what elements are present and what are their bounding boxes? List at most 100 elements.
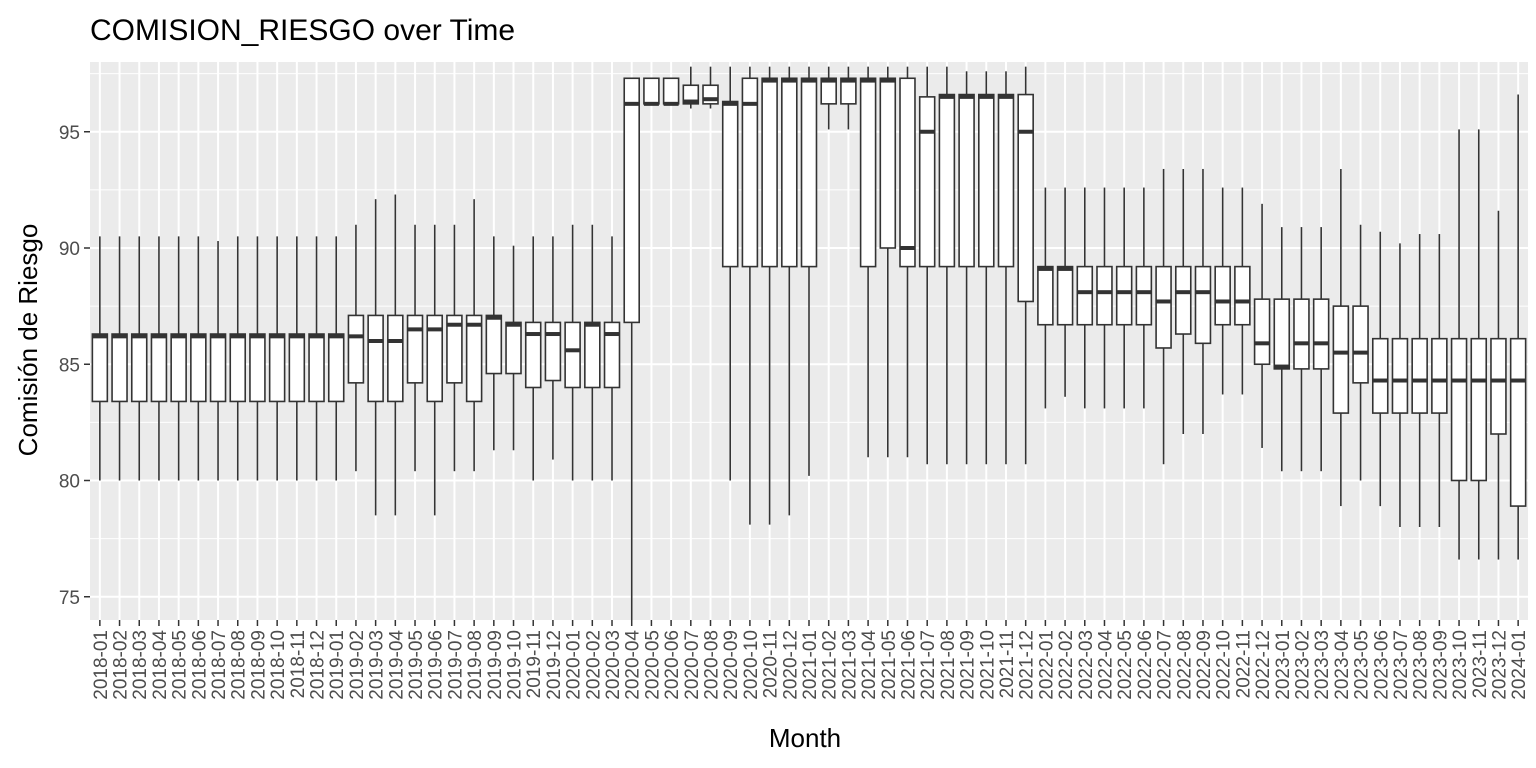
box-iqr xyxy=(958,93,975,268)
box-2021-06 xyxy=(899,66,916,458)
box-iqr xyxy=(1312,298,1330,370)
box-2022-02 xyxy=(1056,187,1074,397)
x-tick-label: 2019-02 xyxy=(347,630,368,700)
box-iqr xyxy=(761,77,778,268)
y-tick-label: 85 xyxy=(59,355,80,376)
x-tick-label: 2019-05 xyxy=(406,630,427,700)
box-iqr xyxy=(820,77,837,105)
box-iqr xyxy=(268,333,286,403)
x-tick-label: 2020-06 xyxy=(662,630,683,700)
box-iqr xyxy=(721,100,739,268)
box-iqr xyxy=(682,84,700,105)
x-tick-label: 2023-09 xyxy=(1430,630,1451,700)
y-tick-label: 90 xyxy=(59,239,80,260)
x-tick-label: 2018-08 xyxy=(229,630,250,700)
box-2021-07 xyxy=(918,66,936,465)
box-2023-09 xyxy=(1431,234,1448,527)
x-tick-label: 2020-12 xyxy=(780,630,801,700)
box-iqr xyxy=(524,321,542,389)
box-2023-06 xyxy=(1371,231,1389,507)
box-2021-05 xyxy=(879,66,897,458)
x-tick-label: 2023-07 xyxy=(1391,630,1412,700)
box-2019-04 xyxy=(387,194,404,516)
box-2018-02 xyxy=(111,236,128,481)
box-iqr xyxy=(1174,265,1192,335)
x-tick-label: 2021-03 xyxy=(839,630,860,700)
x-tick-label: 2022-01 xyxy=(1036,630,1057,700)
box-iqr xyxy=(1431,337,1448,414)
box-iqr xyxy=(1371,337,1389,414)
box-2020-08 xyxy=(702,66,719,109)
box-iqr xyxy=(1096,265,1113,326)
box-2020-02 xyxy=(584,224,601,481)
box-2019-06 xyxy=(426,224,444,516)
x-tick-label: 2023-06 xyxy=(1371,630,1392,700)
box-2020-12 xyxy=(781,66,798,516)
box-iqr xyxy=(249,333,266,403)
box-iqr xyxy=(288,333,306,403)
x-tick-label: 2020-04 xyxy=(623,630,644,700)
x-tick-label: 2020-10 xyxy=(741,630,762,700)
box-iqr xyxy=(229,333,247,403)
box-iqr xyxy=(406,314,424,384)
box-2019-01 xyxy=(327,236,345,481)
box-iqr xyxy=(446,314,463,384)
box-iqr xyxy=(899,77,916,268)
box-iqr xyxy=(603,321,621,389)
x-tick-label: 2022-04 xyxy=(1095,630,1116,700)
box-iqr xyxy=(584,321,601,389)
box-2023-12 xyxy=(1490,210,1507,560)
box-2020-03 xyxy=(603,236,621,481)
x-tick-label: 2020-08 xyxy=(702,630,723,700)
x-tick-label: 2023-04 xyxy=(1332,630,1353,700)
x-tick-label: 2022-05 xyxy=(1115,630,1136,700)
box-2021-11 xyxy=(997,71,1015,465)
box-iqr xyxy=(426,314,444,403)
box-2021-01 xyxy=(800,66,818,476)
x-tick-label: 2018-06 xyxy=(189,630,210,700)
y-tick-label: 95 xyxy=(59,123,80,144)
box-iqr xyxy=(840,77,857,105)
x-tick-label: 2020-02 xyxy=(583,630,604,700)
box-2022-05 xyxy=(1115,187,1133,409)
box-iqr xyxy=(1155,265,1172,349)
box-2020-01 xyxy=(564,224,581,481)
box-2021-09 xyxy=(958,71,975,465)
box-iqr xyxy=(1135,265,1153,326)
box-2018-08 xyxy=(229,236,247,481)
box-2019-07 xyxy=(446,224,463,472)
x-tick-label: 2020-11 xyxy=(761,630,782,698)
box-iqr xyxy=(1194,265,1212,345)
box-2023-07 xyxy=(1391,243,1409,527)
box-2023-03 xyxy=(1312,227,1330,472)
x-tick-label: 2021-08 xyxy=(938,630,959,700)
box-iqr xyxy=(997,93,1015,268)
x-tick-label: 2022-02 xyxy=(1056,630,1077,700)
x-tick-label: 2021-05 xyxy=(879,630,900,700)
box-2022-09 xyxy=(1194,168,1212,434)
box-iqr xyxy=(1214,265,1231,326)
box-2018-06 xyxy=(190,236,207,481)
box-iqr xyxy=(1056,265,1074,326)
x-tick-label: 2022-09 xyxy=(1194,630,1215,700)
box-2019-11 xyxy=(524,236,542,481)
box-2019-02 xyxy=(347,224,365,472)
box-2018-07 xyxy=(209,241,227,481)
chart-title: COMISION_RIESGO over Time xyxy=(90,14,515,47)
box-iqr xyxy=(1509,337,1527,507)
x-tick-label: 2020-05 xyxy=(642,630,663,700)
box-iqr xyxy=(485,314,503,375)
x-tick-label: 2019-03 xyxy=(367,630,388,700)
box-2022-07 xyxy=(1155,168,1172,465)
box-2019-03 xyxy=(367,199,384,516)
box-iqr xyxy=(643,77,660,105)
x-tick-label: 2021-12 xyxy=(1017,630,1038,700)
box-iqr xyxy=(1450,337,1468,482)
box-2020-06 xyxy=(662,77,680,106)
x-tick-label: 2019-09 xyxy=(485,630,506,700)
box-iqr xyxy=(918,96,936,268)
box-2023-01 xyxy=(1273,227,1291,472)
box-iqr xyxy=(1293,298,1310,370)
box-iqr xyxy=(1411,337,1428,414)
box-iqr xyxy=(1115,265,1133,326)
